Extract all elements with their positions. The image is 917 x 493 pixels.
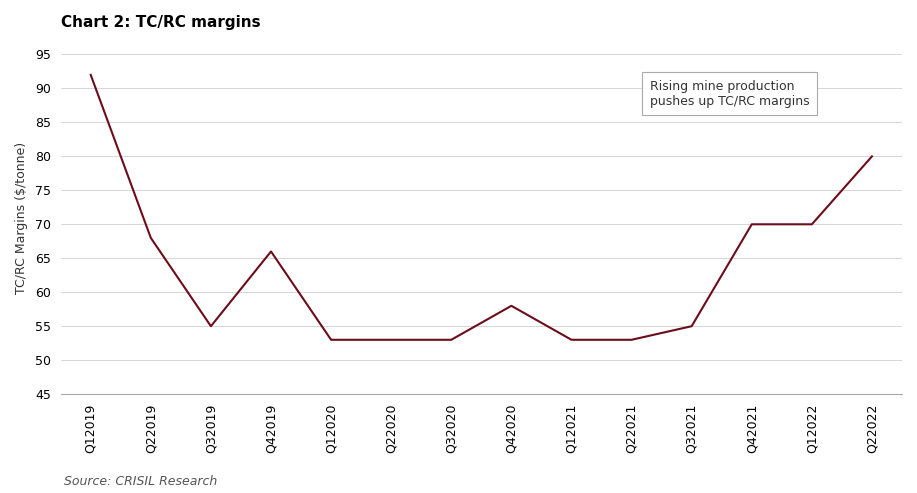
Text: Rising mine production
pushes up TC/RC margins: Rising mine production pushes up TC/RC m… [649,80,809,108]
Text: Source: CRISIL Research: Source: CRISIL Research [64,475,217,488]
Text: Chart 2: TC/RC margins: Chart 2: TC/RC margins [61,15,260,30]
Y-axis label: TC/RC Margins ($/tonne): TC/RC Margins ($/tonne) [15,141,28,293]
